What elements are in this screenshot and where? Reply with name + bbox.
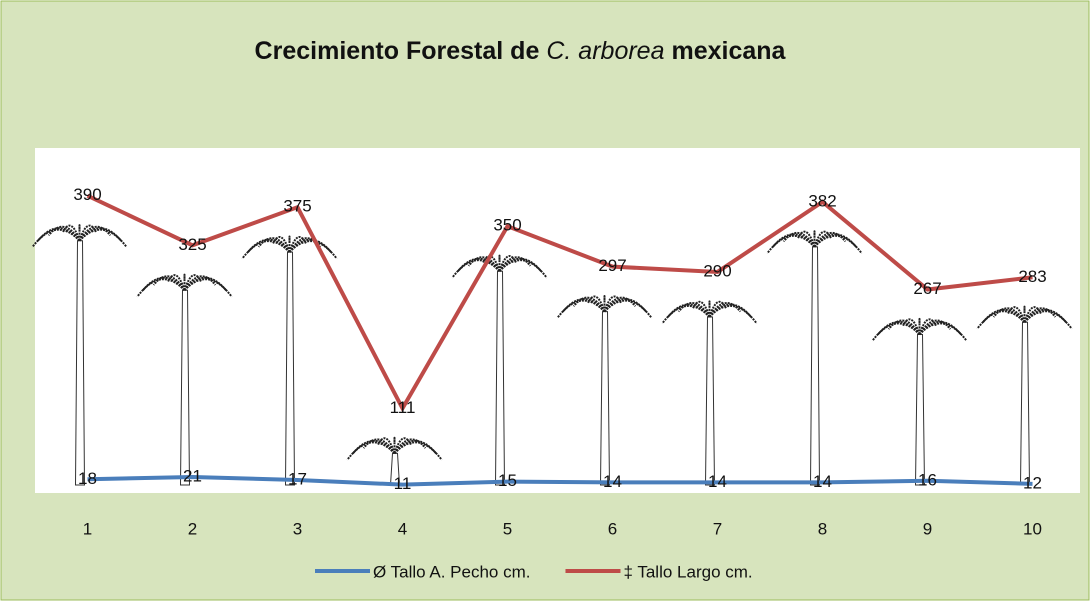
palm-frond [797, 230, 816, 248]
palm-frond [346, 441, 396, 461]
palm-frond [241, 240, 291, 260]
palm-frond [887, 319, 921, 336]
palm-illustration [871, 317, 968, 486]
data-label: 12 [1023, 473, 1042, 492]
palm-trunk [914, 333, 926, 486]
palm-frond [482, 255, 501, 272]
data-label: 14 [603, 472, 622, 491]
palm-frond [498, 259, 548, 279]
palm-frond [362, 438, 396, 454]
title-part: Crecimiento Forestal de [255, 37, 540, 65]
palm-illustration [976, 305, 1073, 486]
palm-illustration [451, 254, 548, 486]
palm-frond [708, 304, 758, 325]
data-label: 390 [73, 185, 101, 204]
palm-frond [692, 300, 711, 318]
palm-frond [902, 318, 921, 335]
data-label: 18 [78, 469, 97, 488]
palm-frond [78, 228, 128, 248]
palm-trunk [494, 270, 506, 486]
palm-frond [451, 259, 501, 279]
palm-illustration [766, 230, 863, 486]
palm-frond [587, 295, 606, 312]
data-label: 267 [913, 279, 941, 298]
chart-title: Crecimiento Forestal de C. arborea mexican… [255, 37, 787, 65]
data-label: 382 [808, 191, 836, 210]
data-label: 21 [183, 466, 202, 485]
data-label: 14 [813, 472, 832, 491]
data-label: 14 [708, 472, 727, 491]
palm-frond [167, 274, 186, 291]
palm-trunk [1019, 321, 1031, 486]
data-label: 283 [1018, 267, 1046, 286]
palm-illustration [661, 300, 758, 486]
data-label: 16 [918, 470, 937, 489]
series-line [86, 193, 1033, 413]
palm-frond [183, 278, 233, 298]
palm-frond [377, 437, 396, 454]
legend-label: Ø Tallo A. Pecho cm. [373, 562, 530, 581]
palm-frond [288, 240, 338, 260]
palm-frond [31, 228, 81, 248]
x-tick-label: 1 [83, 519, 92, 538]
x-tick-label: 10 [1023, 519, 1042, 538]
palm-frond [677, 302, 711, 318]
palm-frond [813, 234, 863, 254]
data-label: 350 [493, 216, 521, 235]
palm-illustration [241, 235, 338, 486]
palm-frond [152, 275, 186, 291]
palm-frond [1023, 310, 1073, 330]
data-label: 17 [288, 470, 307, 489]
palm-frond [782, 232, 816, 248]
palm-trunk [704, 316, 716, 486]
x-tick-label: 8 [818, 519, 827, 538]
x-tick-label: 5 [503, 519, 512, 538]
palm-frond [572, 296, 606, 313]
x-tick-label: 6 [608, 519, 617, 538]
x-tick-label: 3 [293, 519, 302, 538]
palm-trunk [179, 289, 191, 486]
palm-illustration [136, 273, 233, 486]
palm-frond [393, 441, 443, 461]
palm-frond [467, 256, 501, 272]
x-tick-label: 2 [188, 519, 197, 538]
palm-frond [661, 304, 711, 325]
data-label: 325 [178, 235, 206, 254]
palm-frond [603, 299, 653, 319]
palm-frond [871, 322, 921, 342]
data-label: 11 [394, 474, 412, 493]
palm-frond [976, 310, 1026, 330]
palm-illustration [556, 294, 653, 486]
palm-frond [918, 322, 968, 342]
title-part: mexicana [671, 37, 786, 65]
data-label: 375 [283, 197, 311, 216]
palm-layer [31, 224, 1073, 486]
x-tick-label: 9 [923, 519, 932, 538]
palm-trunk [74, 240, 86, 486]
palm-frond [136, 278, 186, 298]
palm-frond [556, 299, 606, 319]
data-label: 290 [703, 261, 731, 280]
data-label: 297 [598, 256, 626, 275]
palm-frond [272, 236, 291, 253]
legend-label: ‡ Tallo Largo cm. [623, 562, 752, 581]
palm-trunk [599, 311, 611, 486]
x-tick-label: 7 [713, 519, 722, 538]
palm-frond [1007, 306, 1026, 323]
palm-trunk [809, 246, 821, 486]
data-label: 15 [498, 471, 517, 490]
palm-frond [62, 224, 81, 242]
series-line [87, 474, 1033, 487]
title-part: C. arborea [546, 37, 664, 65]
palm-trunk [284, 251, 296, 486]
palm-frond [257, 237, 291, 253]
palm-frond [47, 225, 81, 242]
x-tick-label: 4 [398, 519, 407, 538]
data-label: 111 [390, 398, 416, 417]
palm-illustration [31, 224, 128, 486]
palm-frond [766, 234, 816, 254]
palm-frond [992, 307, 1026, 323]
